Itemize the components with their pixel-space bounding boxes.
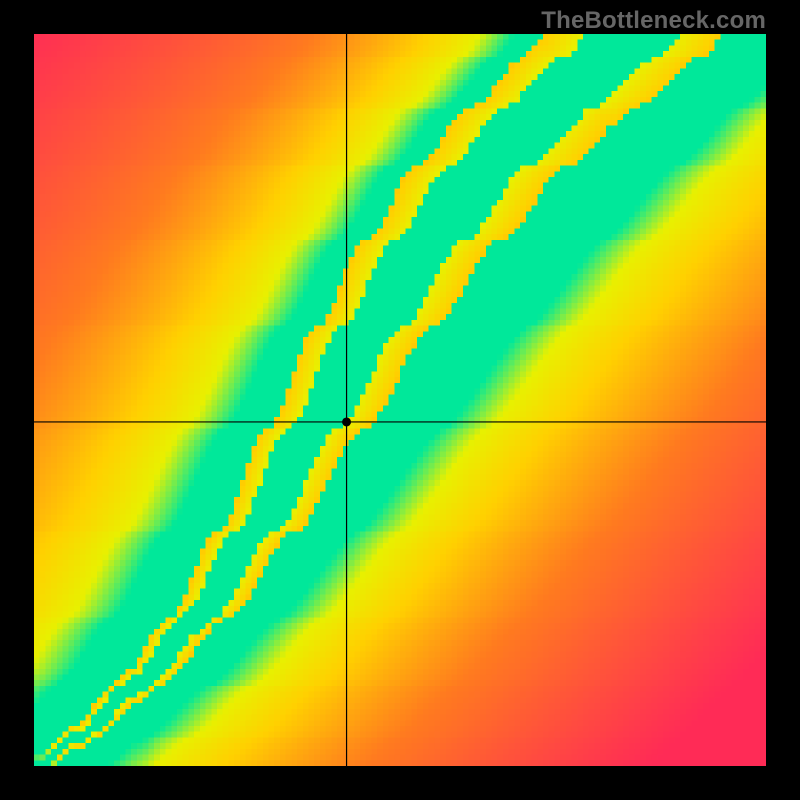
chart-container: TheBottleneck.com [0, 0, 800, 800]
watermark-text: TheBottleneck.com [541, 7, 766, 35]
bottleneck-heatmap [34, 34, 766, 766]
